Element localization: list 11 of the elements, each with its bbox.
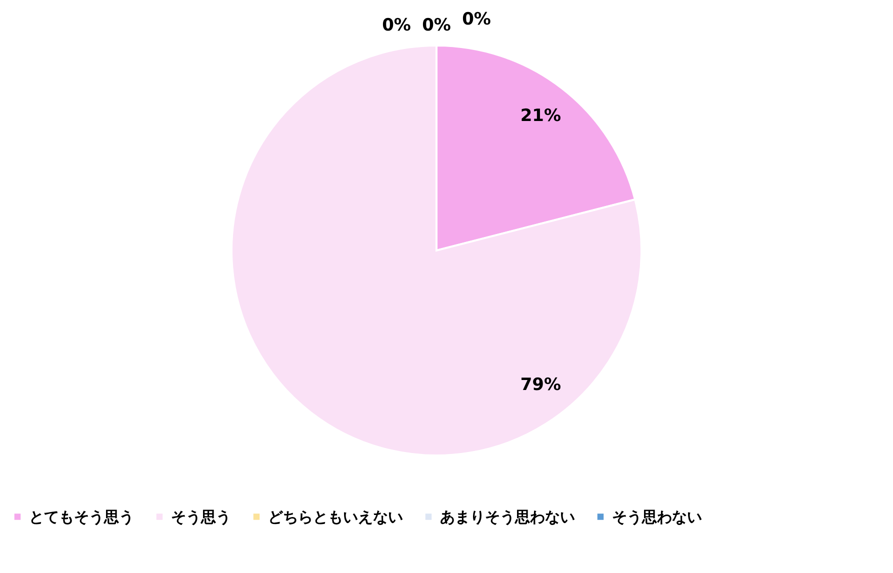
text: 0% [422,16,451,36]
data-label: 79% [520,374,562,395]
text: 0% [382,16,411,36]
legend-label: どちらともいえない [268,508,403,526]
text: 0% [462,10,491,30]
legend-label: あまりそう思わない [440,508,575,526]
legend-label: そう思わない [612,508,702,526]
data-label: 21% [520,106,562,126]
pie-slice [230,44,642,456]
legend-label: とてもそう思う [29,508,134,526]
legend-label: そう思う [171,508,231,526]
